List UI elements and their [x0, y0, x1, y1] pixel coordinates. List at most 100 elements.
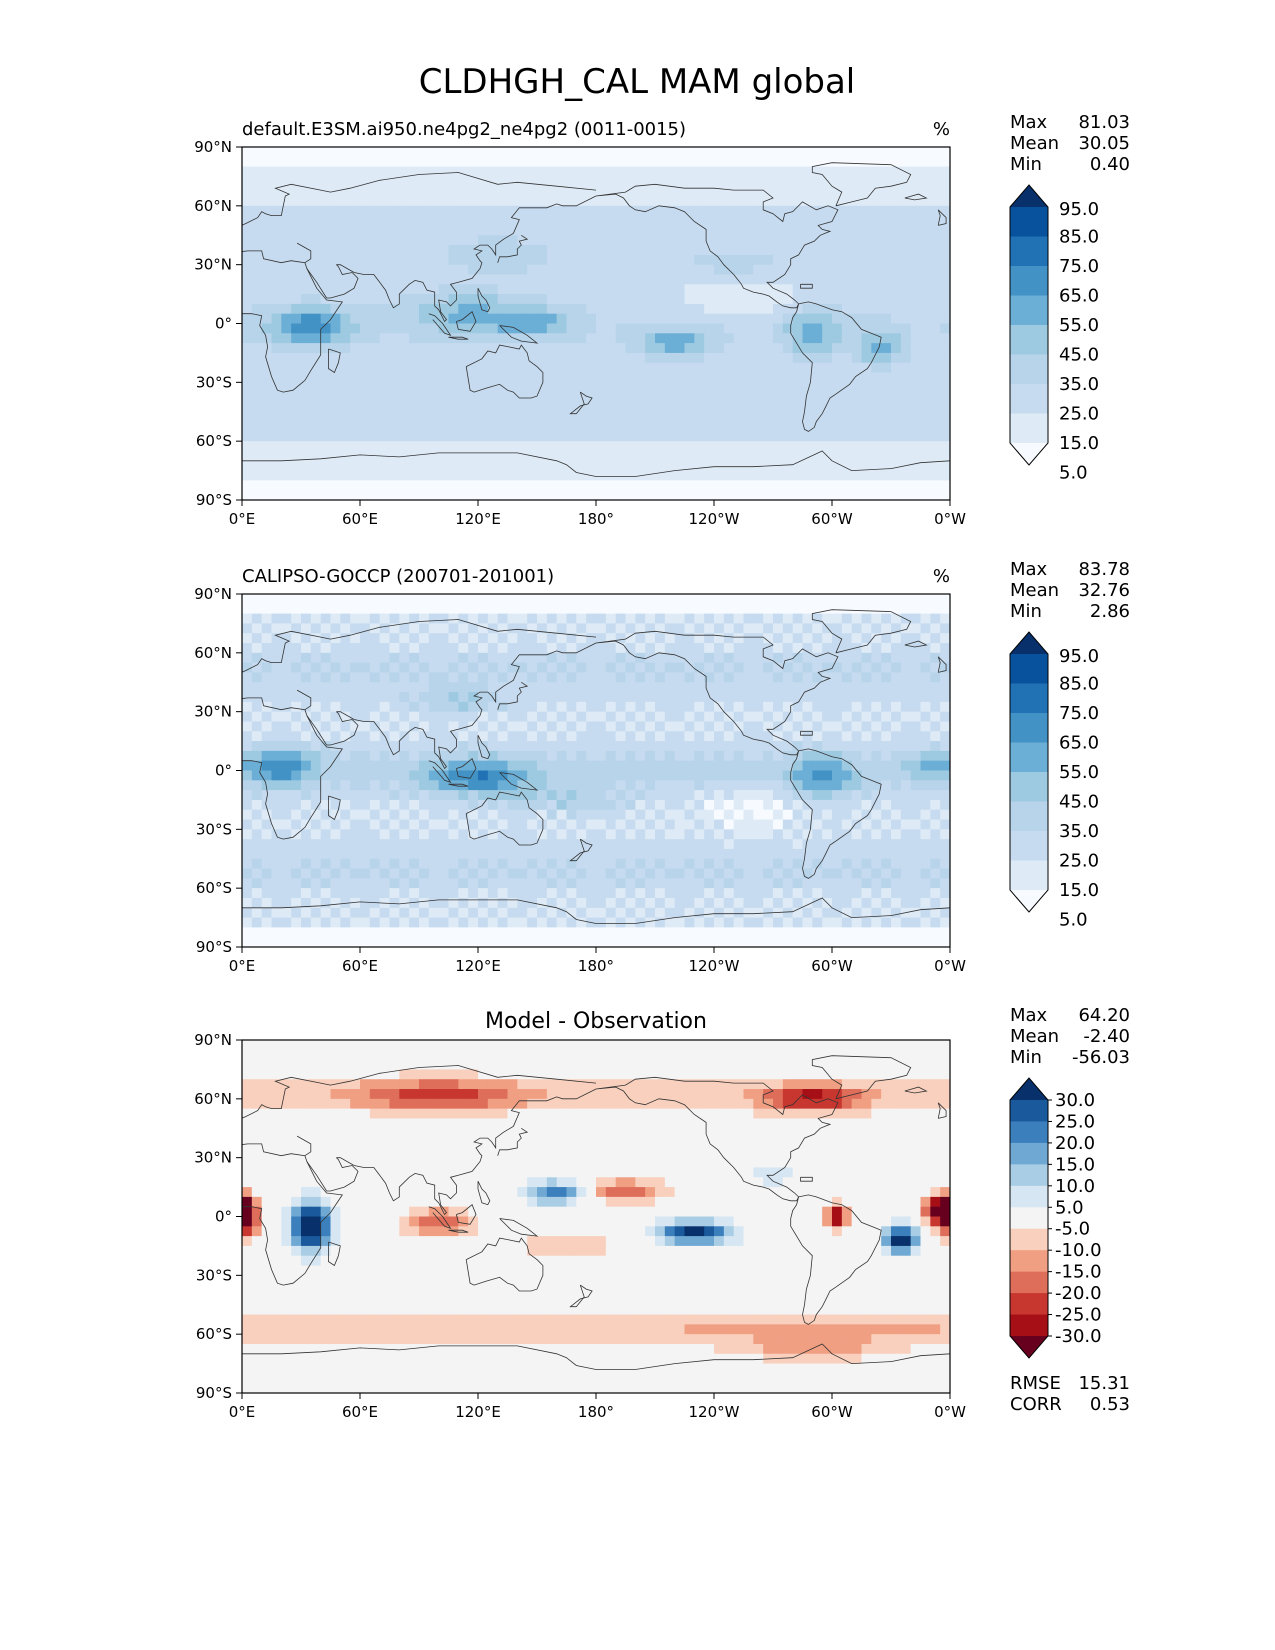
field-cell [674, 284, 686, 295]
field-cell [822, 401, 833, 413]
field-cell [851, 343, 863, 354]
field-cell [497, 245, 509, 256]
field-cell [625, 401, 636, 413]
field-cell [537, 490, 548, 500]
field-cell [468, 284, 479, 295]
field-cell [281, 594, 292, 605]
field-cell [733, 215, 745, 227]
field-cell [438, 176, 450, 187]
field-cell [389, 166, 400, 178]
field-cell [340, 176, 351, 187]
field-cell [271, 176, 282, 187]
field-cell [635, 284, 646, 295]
field-cell [281, 186, 292, 197]
field-cell [920, 401, 931, 413]
field-cell [625, 613, 636, 625]
field-cell [910, 450, 922, 462]
field-cell [930, 721, 941, 732]
field-cell [674, 264, 686, 276]
field-cell [832, 382, 843, 393]
field-cell [251, 323, 263, 334]
field-cell [399, 839, 410, 850]
field-cell [301, 672, 312, 683]
field-cell [251, 790, 263, 801]
field-cell [556, 897, 568, 909]
field-cell [340, 490, 351, 500]
field-cell [861, 186, 872, 197]
field-cell [635, 839, 646, 850]
field-cell [389, 692, 400, 703]
field-cell [684, 701, 695, 713]
field-cell [694, 799, 705, 811]
field-cell [822, 731, 833, 742]
field-cell [655, 701, 666, 713]
field-cell [773, 633, 784, 644]
field-cell [773, 770, 784, 781]
field-cell [635, 166, 646, 178]
field-cell [645, 790, 656, 801]
field-cell [399, 392, 410, 403]
field-cell [301, 215, 312, 227]
field-cell [704, 741, 715, 752]
field-cell [271, 701, 282, 713]
field-cell [586, 421, 597, 432]
field-cell [625, 235, 636, 246]
field-cell [242, 421, 253, 432]
field-cell [537, 147, 548, 158]
field-cell [242, 741, 253, 752]
field-cell [802, 156, 813, 168]
field-cell [782, 166, 794, 178]
field-cell [625, 411, 636, 423]
field-cell [586, 274, 597, 285]
field-cell [428, 711, 440, 723]
field-cell [419, 421, 430, 432]
field-cell [448, 254, 459, 266]
field-cell [389, 441, 400, 452]
field-cell [782, 731, 794, 742]
field-cell [625, 323, 636, 334]
field-cell [871, 672, 882, 683]
field-cell [576, 421, 587, 432]
field-cell [340, 460, 351, 472]
field-cell [576, 225, 587, 236]
field-cell [468, 613, 479, 625]
field-cell [891, 790, 902, 801]
field-cell [389, 470, 400, 481]
field-cell [340, 848, 351, 860]
field-cell [714, 692, 725, 703]
field-cell [527, 623, 538, 634]
field-cell [399, 254, 410, 266]
field-cell [645, 633, 656, 644]
field-cell [458, 147, 469, 158]
field-cell [281, 294, 292, 305]
field-cell [546, 264, 558, 276]
field-cell [350, 235, 361, 246]
field-cell [714, 147, 725, 158]
field-cell [684, 235, 695, 246]
field-cell [861, 392, 872, 403]
field-cell [389, 294, 400, 305]
field-cell [448, 799, 459, 811]
field-cell [301, 362, 312, 374]
field-cell [743, 205, 754, 217]
field-cell [940, 760, 950, 772]
field-cell [497, 731, 509, 742]
field-cell [930, 460, 941, 472]
field-cell [940, 294, 950, 305]
field-cell [900, 770, 912, 781]
field-cell [773, 868, 784, 879]
field-cell [527, 760, 538, 772]
field-cell [291, 721, 302, 732]
field-cell [792, 692, 804, 703]
field-cell [517, 780, 528, 791]
field-cell [438, 274, 450, 285]
field-cell [920, 594, 931, 605]
field-cell [832, 392, 843, 403]
field-cell [507, 431, 518, 442]
field-cell [242, 829, 253, 840]
field-cell [900, 692, 912, 703]
field-cell [369, 878, 381, 889]
field-cell [733, 878, 745, 889]
field-cell [497, 623, 509, 634]
field-cell [487, 372, 499, 383]
